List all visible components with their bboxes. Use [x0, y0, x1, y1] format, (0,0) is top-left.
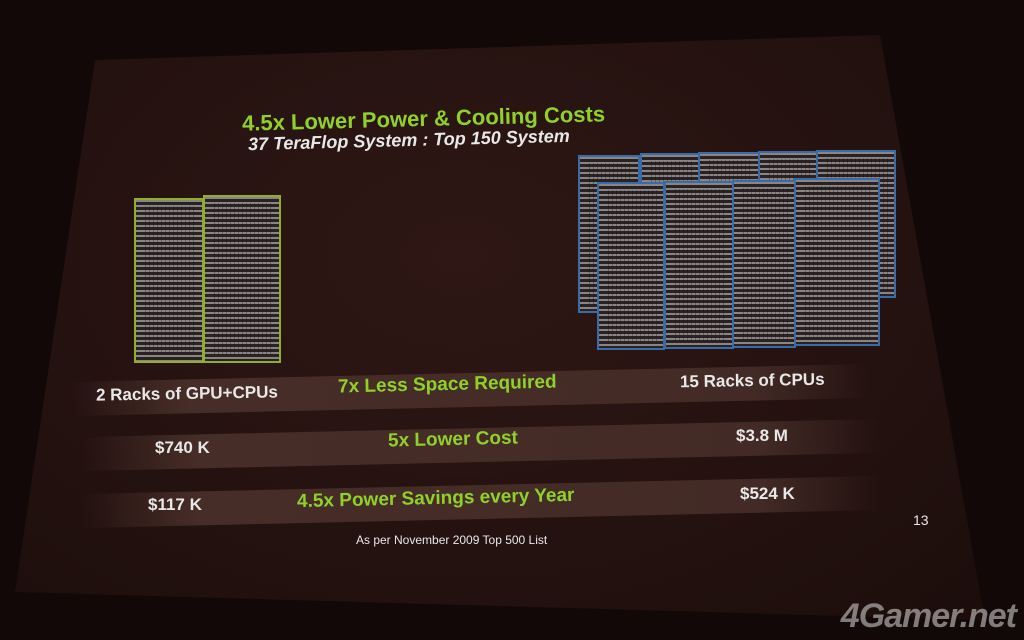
row-right: $524 K — [740, 484, 795, 503]
cpu-rack — [794, 178, 880, 346]
watermark-logo: 4Gamer.net — [840, 597, 1017, 635]
row-left: $117 K — [148, 495, 202, 514]
gpu-rack — [134, 198, 204, 363]
cpu-rack — [597, 182, 665, 350]
row-right: $3.8 M — [736, 426, 788, 445]
footnote: As per November 2009 Top 500 List — [356, 533, 548, 547]
page-number: 13 — [913, 512, 929, 528]
row-left: 2 Racks of GPU+CPUs — [95, 382, 279, 405]
cpu-rack — [664, 181, 734, 349]
row-left: $740 K — [155, 438, 210, 457]
gpu-rack — [203, 195, 281, 363]
row-center: 5x Lower Cost — [387, 427, 519, 452]
cpu-rack — [732, 180, 796, 348]
row-right: 15 Racks of CPUs — [679, 369, 825, 392]
